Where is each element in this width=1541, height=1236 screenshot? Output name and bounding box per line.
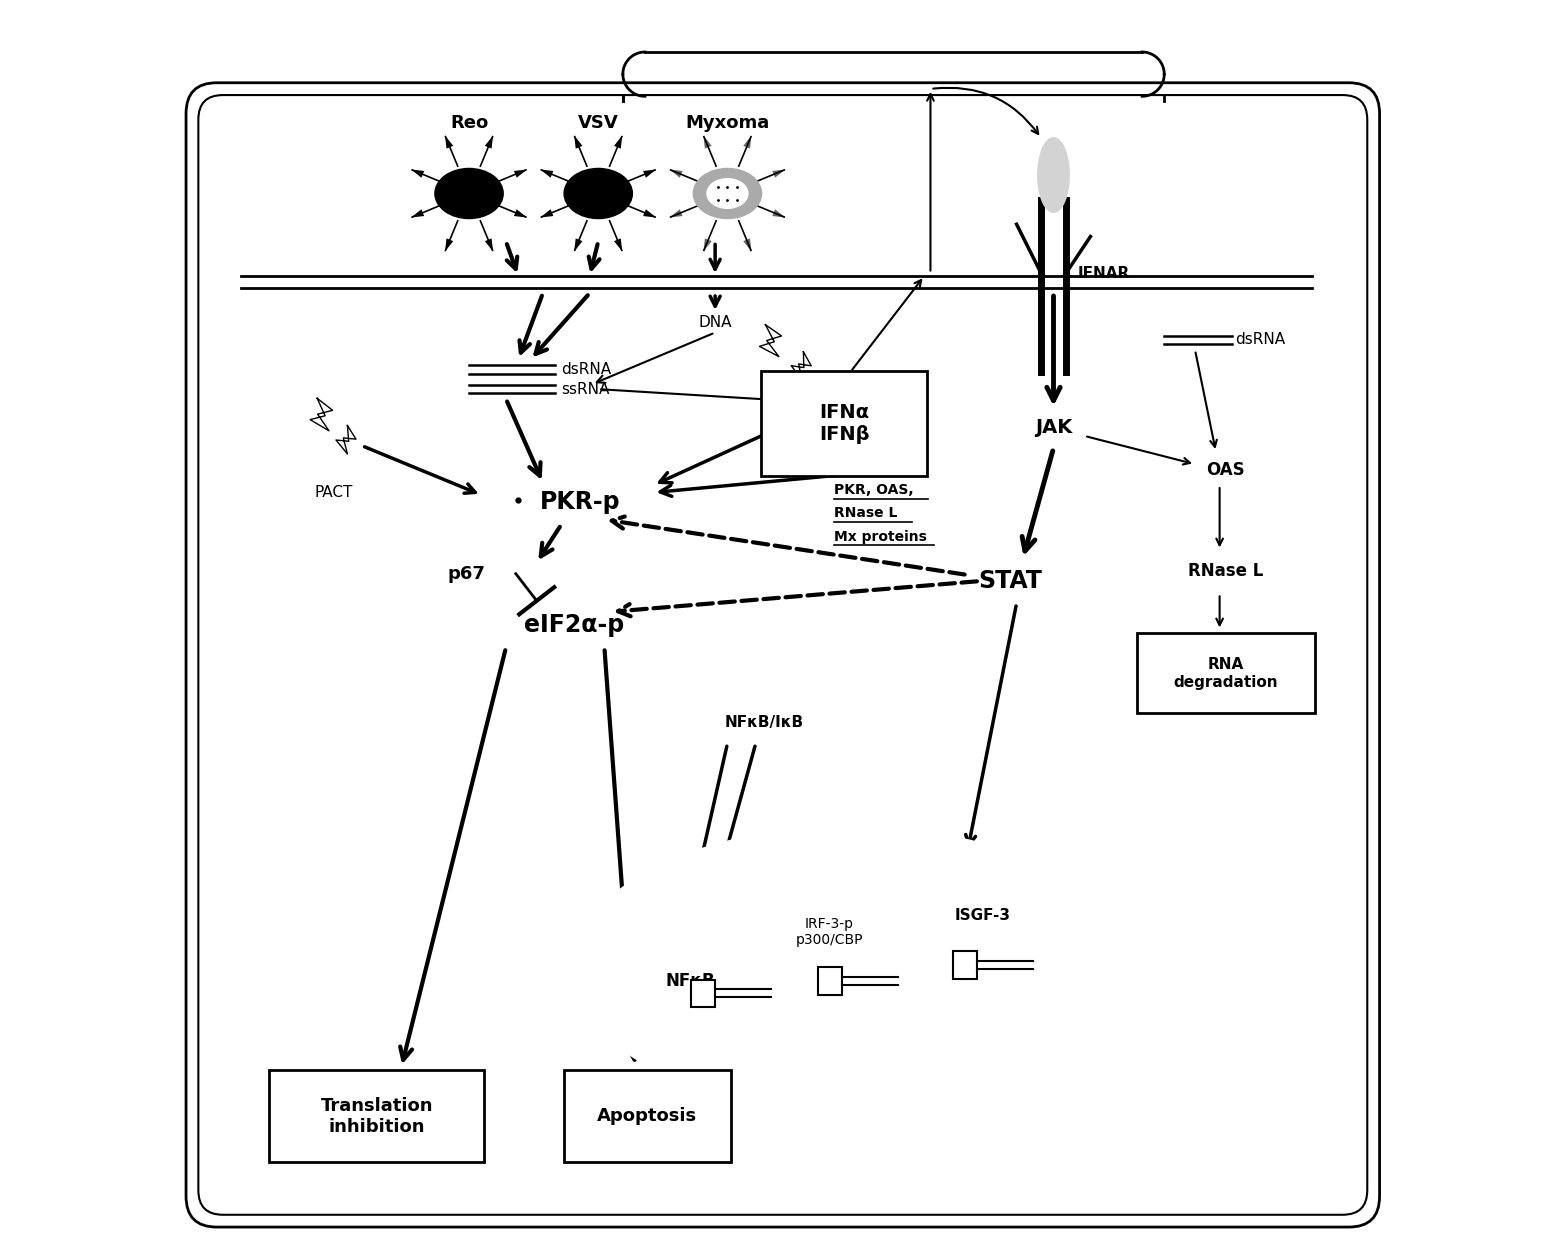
- FancyBboxPatch shape: [690, 980, 715, 1007]
- Polygon shape: [445, 239, 453, 252]
- Text: RNase L: RNase L: [835, 507, 898, 520]
- Text: PACT: PACT: [314, 485, 353, 501]
- FancyBboxPatch shape: [761, 371, 928, 476]
- Text: IRF-3-p: IRF-3-p: [826, 396, 888, 410]
- Text: dsRNA: dsRNA: [1236, 332, 1285, 347]
- Text: OAS: OAS: [1207, 461, 1245, 480]
- Text: Reo: Reo: [450, 114, 488, 132]
- Text: STAT: STAT: [979, 569, 1042, 593]
- Text: Apoptosis: Apoptosis: [598, 1107, 698, 1125]
- Polygon shape: [613, 136, 623, 148]
- Text: eIF2α-p: eIF2α-p: [524, 613, 624, 638]
- Text: IFNAR: IFNAR: [1079, 266, 1131, 281]
- Polygon shape: [541, 169, 553, 178]
- Text: RNase L: RNase L: [1188, 562, 1264, 580]
- Polygon shape: [772, 169, 786, 178]
- FancyBboxPatch shape: [186, 83, 1379, 1227]
- Polygon shape: [310, 398, 333, 431]
- Polygon shape: [760, 325, 781, 357]
- Polygon shape: [703, 136, 712, 148]
- FancyBboxPatch shape: [1137, 633, 1314, 713]
- Text: VSV: VSV: [578, 114, 618, 132]
- Text: NFκB/IκB: NFκB/IκB: [724, 716, 804, 730]
- Polygon shape: [743, 136, 752, 148]
- FancyBboxPatch shape: [818, 968, 841, 995]
- Ellipse shape: [1039, 138, 1069, 211]
- Polygon shape: [411, 209, 424, 218]
- Text: IRF-3-p
p300/CBP: IRF-3-p p300/CBP: [795, 917, 863, 947]
- FancyBboxPatch shape: [270, 1070, 484, 1163]
- Polygon shape: [772, 209, 786, 218]
- Polygon shape: [485, 239, 493, 252]
- FancyBboxPatch shape: [954, 952, 977, 979]
- Polygon shape: [613, 239, 623, 252]
- Text: IFNα
IFNβ: IFNα IFNβ: [820, 403, 869, 444]
- Ellipse shape: [435, 168, 504, 219]
- Polygon shape: [575, 239, 582, 252]
- Polygon shape: [643, 169, 656, 178]
- Text: JAK: JAK: [1036, 418, 1073, 436]
- Text: NFκB: NFκB: [666, 971, 715, 990]
- Text: ISGF-3: ISGF-3: [954, 908, 1011, 923]
- Polygon shape: [513, 209, 527, 218]
- Polygon shape: [669, 169, 683, 178]
- Polygon shape: [669, 209, 683, 218]
- Polygon shape: [575, 136, 582, 148]
- FancyBboxPatch shape: [564, 1070, 730, 1163]
- Ellipse shape: [693, 168, 761, 219]
- Polygon shape: [541, 209, 553, 218]
- Text: Myxoma: Myxoma: [686, 114, 769, 132]
- Text: ssRNA: ssRNA: [561, 382, 610, 397]
- Text: Mx proteins: Mx proteins: [835, 530, 928, 544]
- Polygon shape: [411, 169, 424, 178]
- Polygon shape: [513, 169, 527, 178]
- Polygon shape: [703, 239, 712, 252]
- Text: PKR: PKR: [855, 457, 895, 476]
- Text: Translation
inhibition: Translation inhibition: [321, 1096, 433, 1136]
- Polygon shape: [485, 136, 493, 148]
- Polygon shape: [336, 425, 356, 454]
- Polygon shape: [445, 136, 453, 148]
- Text: dsRNA: dsRNA: [561, 362, 612, 377]
- Polygon shape: [743, 239, 752, 252]
- Text: RNA
degradation: RNA degradation: [1173, 658, 1277, 690]
- Polygon shape: [643, 209, 656, 218]
- Text: DNA: DNA: [698, 315, 732, 330]
- Polygon shape: [791, 352, 811, 381]
- Text: PKR, OAS,: PKR, OAS,: [835, 483, 914, 497]
- Text: p67: p67: [447, 565, 485, 582]
- Ellipse shape: [573, 827, 1128, 1110]
- Ellipse shape: [564, 168, 632, 219]
- Ellipse shape: [707, 179, 747, 209]
- Text: PKR-p: PKR-p: [539, 491, 619, 514]
